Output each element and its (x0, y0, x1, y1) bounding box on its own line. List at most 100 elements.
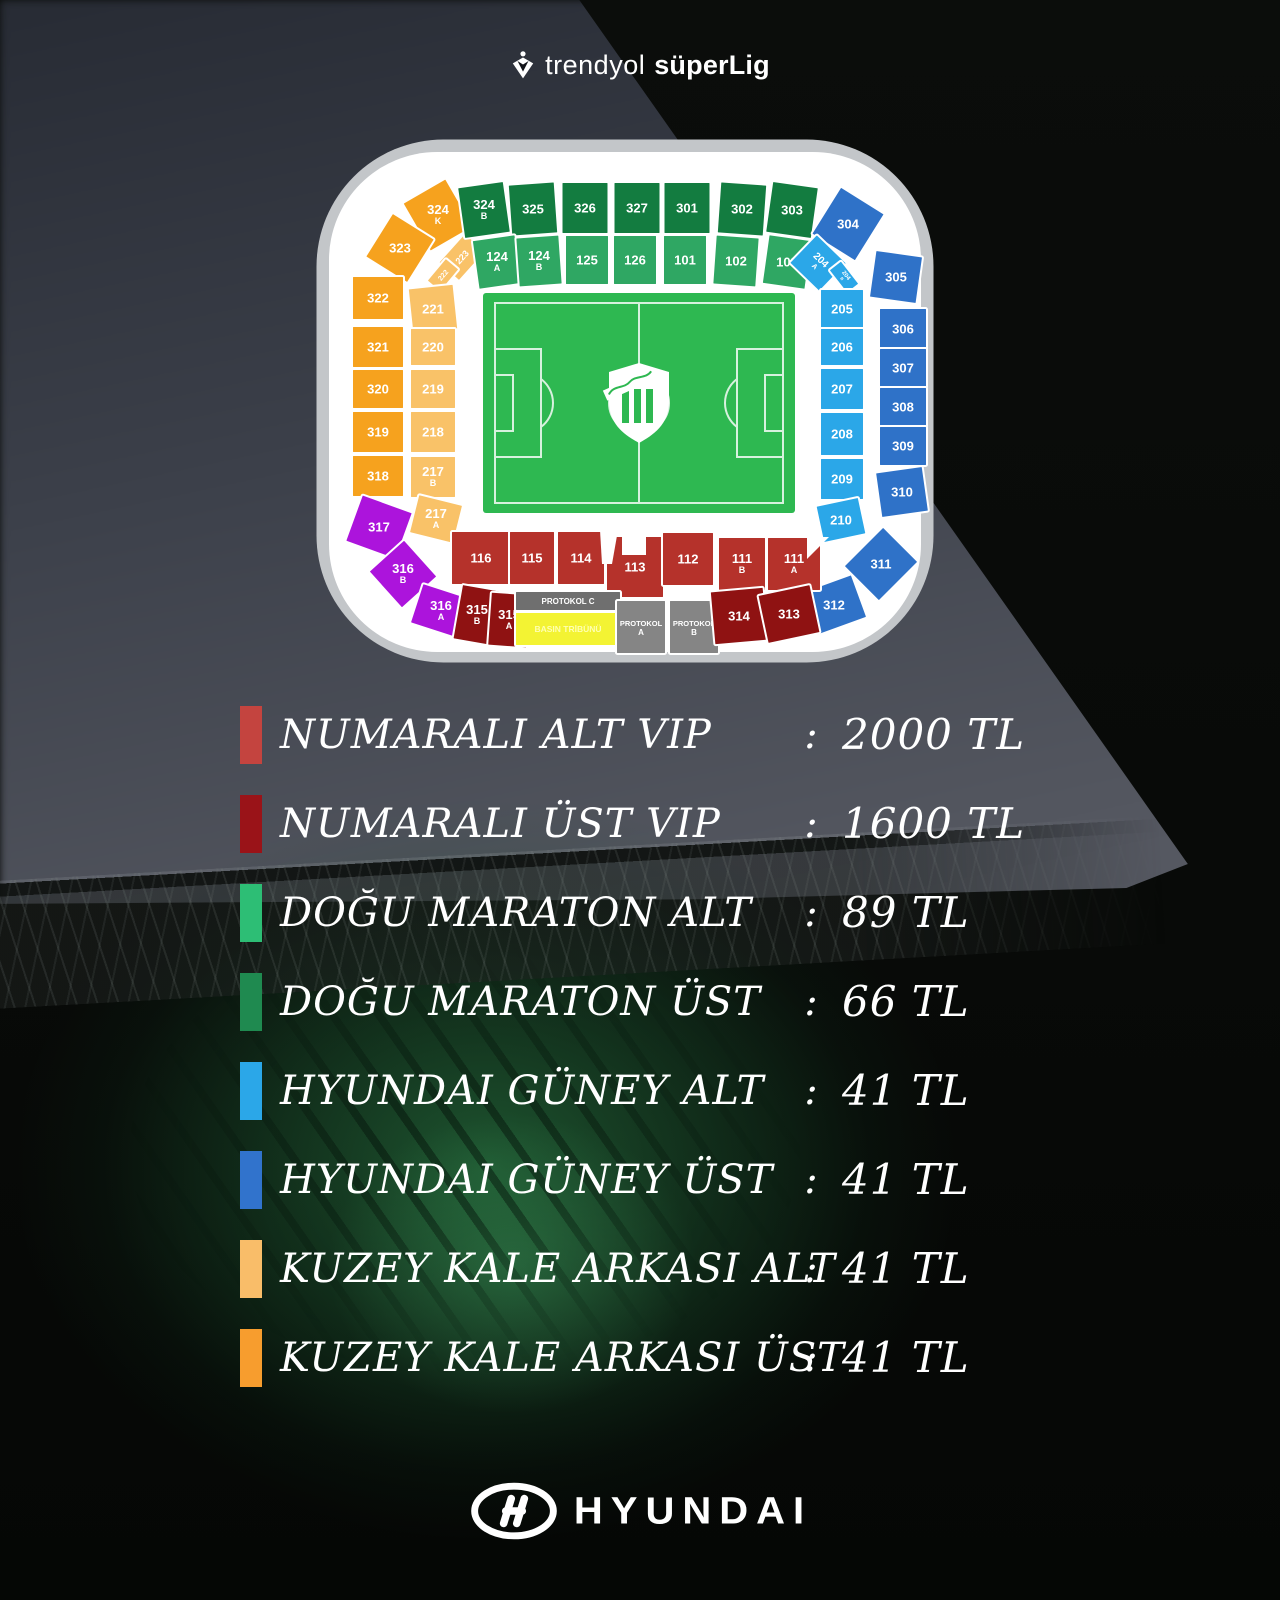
section-325: 325 (506, 180, 560, 238)
section-219: 219 (409, 368, 457, 410)
section-205: 205 (819, 288, 865, 330)
svg-text:113: 113 (625, 560, 646, 575)
section-126: 126 (612, 234, 658, 286)
hyundai-wordmark: HYUNDAI (573, 1489, 813, 1532)
section-301: 301 (662, 181, 712, 235)
price-row-8: KUZEY KALE ARKASI ÜST:41 TL (240, 1313, 1060, 1402)
price-row-swatch (240, 1328, 262, 1387)
price-row-price: 41 TL (842, 1333, 970, 1382)
section-113-notch (622, 530, 646, 555)
svg-text:322: 322 (367, 291, 389, 306)
svg-text:116: 116 (471, 551, 492, 566)
section-321: 321 (351, 325, 405, 369)
section-217-a: 217 A (408, 493, 464, 545)
svg-text:313: 313 (778, 607, 800, 622)
price-row-swatch (240, 883, 262, 942)
price-row-swatch (240, 1239, 262, 1298)
pitch (483, 293, 795, 513)
price-row-1: NUMARALI ALT VIP:2000 TL (240, 690, 1060, 779)
price-row-label: NUMARALI ALT VIP (280, 711, 712, 758)
brand-trendyol: trendyol (545, 50, 646, 80)
svg-text:219: 219 (422, 382, 444, 397)
price-row-price: 41 TL (842, 1066, 970, 1115)
svg-text:308: 308 (892, 400, 914, 415)
section-304: 304 (810, 186, 886, 262)
price-row-swatch (240, 1150, 262, 1209)
svg-text:101: 101 (674, 253, 696, 268)
section-101: 101 (662, 234, 708, 286)
section-323: 323 (364, 212, 436, 284)
section-313: 313 (756, 583, 822, 645)
stadium-map: 324 K 323 223 222 324 B 325 326 327 301 302 303 304 12… (315, 138, 935, 665)
svg-text:221: 221 (422, 302, 444, 317)
price-row-separator: : (804, 1245, 818, 1292)
section-124-a: 124 A (470, 233, 524, 291)
section-302: 302 (715, 180, 769, 238)
svg-text:314: 314 (728, 609, 750, 624)
section-310: 310 (874, 465, 930, 519)
tunnel-gaps (600, 530, 829, 564)
price-legend: NUMARALI ALT VIP:2000 TL NUMARALI ÜST VIP… (240, 690, 1060, 1402)
svg-text:327: 327 (626, 201, 648, 216)
svg-text:BASIN TRİBÜNÜ: BASIN TRİBÜNÜ (534, 624, 601, 634)
svg-text:PROTOKOL C: PROTOKOL C (541, 597, 594, 606)
section-322: 322 (351, 275, 405, 321)
svg-text:125: 125 (576, 253, 598, 268)
section-209: 209 (819, 457, 865, 501)
svg-text:126: 126 (624, 253, 646, 268)
svg-text:307: 307 (892, 361, 914, 376)
svg-text:304: 304 (837, 217, 859, 232)
section-311: 311 (843, 526, 919, 602)
svg-text:218: 218 (422, 425, 444, 440)
price-row-label: HYUNDAI GÜNEY ALT (280, 1067, 765, 1114)
price-row-2: NUMARALI ÜST VIP:1600 TL (240, 779, 1060, 868)
price-row-separator: : (804, 1067, 818, 1114)
header: trendyol süperLig (0, 50, 1280, 81)
brand-superlig: süperLig (654, 50, 770, 80)
hyundai-logo-icon (468, 1482, 560, 1540)
section-318: 318 (351, 454, 405, 498)
price-row-price: 89 TL (842, 888, 970, 937)
price-row-price: 1600 TL (842, 799, 1026, 848)
svg-text:319: 319 (367, 425, 389, 440)
svg-text:209: 209 (831, 472, 853, 487)
price-row-label: KUZEY KALE ARKASI ÜST (280, 1334, 845, 1381)
section-308: 308 (878, 386, 928, 428)
svg-text:206: 206 (831, 340, 853, 355)
section-111-b: 111 B (717, 536, 767, 592)
svg-text:321: 321 (367, 340, 389, 355)
section-324-b: 324 B (456, 180, 512, 240)
trendyol-icon (510, 51, 536, 80)
svg-text:325: 325 (522, 202, 544, 217)
section-111a-notch (807, 537, 829, 559)
price-row-3: DOĞU MARATON ALT:89 TL (240, 868, 1060, 957)
section-206: 206 (819, 327, 865, 367)
svg-text:320: 320 (367, 382, 389, 397)
price-row-label: NUMARALI ÜST VIP (280, 800, 721, 847)
svg-text:208: 208 (831, 427, 853, 442)
svg-text:305: 305 (885, 270, 907, 285)
section-124-b: 124 B (514, 233, 564, 289)
section-protokol-c: PROTOKOL C (514, 590, 622, 612)
section-116: 116 (450, 530, 512, 586)
section-320: 320 (351, 368, 405, 410)
price-row-label: HYUNDAI GÜNEY ÜST (280, 1156, 774, 1203)
price-row-separator: : (804, 978, 818, 1025)
svg-text:205: 205 (831, 302, 853, 317)
price-row-price: 41 TL (842, 1244, 970, 1293)
svg-text:102: 102 (725, 254, 747, 269)
price-row-6: HYUNDAI GÜNEY ÜST:41 TL (240, 1135, 1060, 1224)
section-305: 305 (868, 249, 924, 305)
price-row-price: 2000 TL (842, 710, 1026, 759)
svg-text:204B: 204B (837, 270, 851, 285)
section-210: 210 (814, 496, 868, 544)
section-208: 208 (819, 411, 865, 457)
section-327: 327 (612, 181, 662, 235)
price-row-separator: : (804, 1334, 818, 1381)
